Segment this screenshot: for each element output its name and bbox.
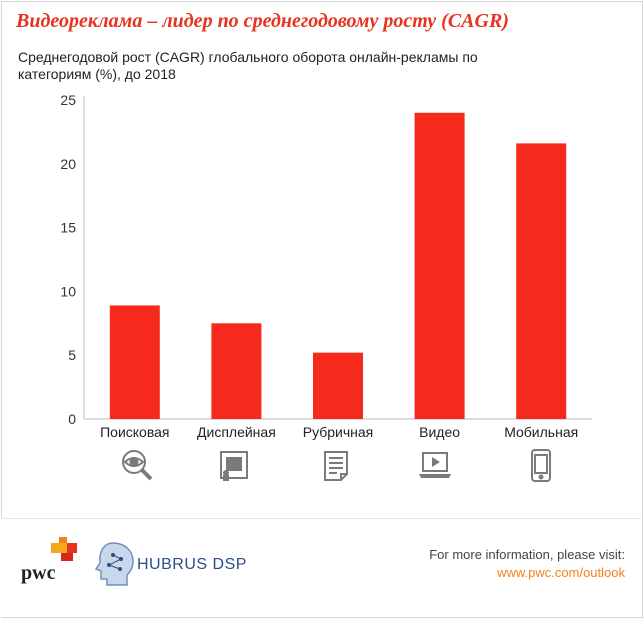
y-tick-label: 5	[68, 347, 76, 363]
y-axis: 0 5 10 15 20 25	[60, 92, 592, 427]
y-tick-label: 20	[60, 156, 76, 172]
laptop-video-icon	[419, 452, 451, 478]
x-axis-labels: Поисковая Дисплейная Рубричная Видео Мобильн…	[100, 424, 578, 440]
footer: pwc HUBRUS DSP For more information, ple…	[1, 518, 641, 617]
info-text: For more information, please visit:	[429, 547, 625, 562]
x-tick-label: Поисковая	[100, 424, 169, 440]
y-tick-label: 15	[60, 220, 76, 236]
bar-5	[516, 143, 567, 419]
bar-2	[211, 323, 262, 419]
info-link[interactable]: www.pwc.com/outlook	[497, 565, 625, 580]
hubrus-logo[interactable]: HUBRUS DSP	[137, 556, 247, 573]
chart-title: Видеореклама – лидер по среднегодовому р…	[16, 10, 509, 32]
bar-1	[109, 305, 160, 419]
magnifier-eye-icon	[122, 450, 153, 481]
bars	[109, 112, 567, 419]
hubrus-logo-head-icon	[94, 542, 134, 586]
mobile-phone-icon	[531, 449, 551, 482]
y-tick-label: 10	[60, 283, 76, 299]
classifieds-document-icon	[324, 451, 348, 481]
x-tick-label: Видео	[419, 424, 460, 440]
bar-3	[313, 352, 363, 419]
bar-4	[414, 112, 465, 419]
display-board-icon	[220, 451, 248, 481]
x-tick-label: Рубричная	[303, 424, 374, 440]
pwc-logo-mark	[51, 537, 77, 561]
y-tick-label: 25	[60, 92, 76, 108]
x-tick-label: Дисплейная	[197, 424, 276, 440]
bar-chart: 0 5 10 15 20 25 Поисковая Дисплейная Рубричная В…	[60, 92, 592, 482]
x-tick-label: Мобильная	[504, 424, 578, 440]
y-tick-label: 0	[68, 411, 76, 427]
pwc-logo[interactable]: pwc	[21, 562, 56, 584]
chart-subtitle: Среднегодовой рост (CAGR) глобального об…	[18, 49, 478, 82]
category-icons	[122, 449, 551, 482]
